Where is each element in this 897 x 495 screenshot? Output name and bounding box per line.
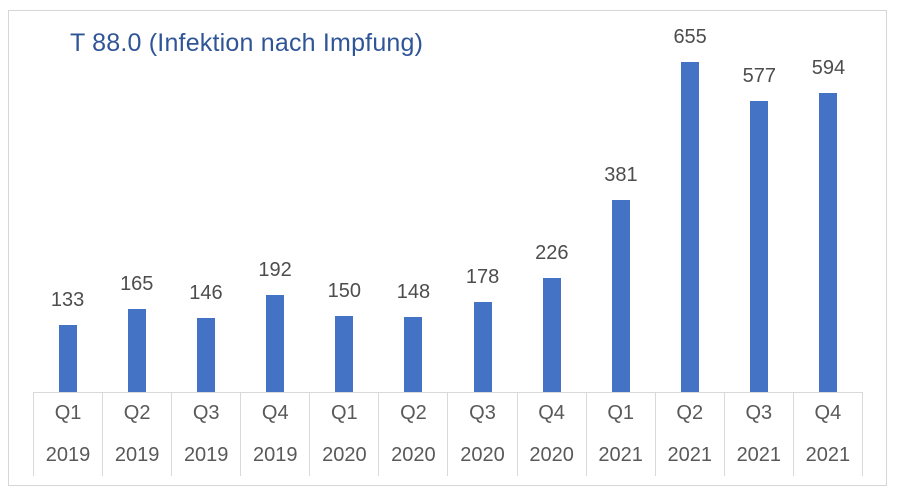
x-axis-year-label: 2021 — [667, 443, 712, 466]
x-axis-cell: Q3 2019 — [171, 393, 240, 476]
bar-value-label: 148 — [396, 281, 431, 303]
x-axis-quarter-label: Q3 — [469, 402, 496, 425]
bar — [335, 316, 354, 392]
chart-frame: T 88.0 (Infektion nach Impfung) 133 165 14… — [8, 10, 887, 486]
bar — [266, 295, 285, 392]
bar-column: 655 — [656, 11, 725, 392]
bar-value-label: 150 — [327, 280, 361, 302]
x-axis-year-label: 2020 — [322, 443, 367, 466]
bar-column: 381 — [586, 11, 655, 392]
x-axis-quarter-label: Q4 — [261, 402, 289, 425]
x-axis-year-label: 2020 — [391, 443, 436, 466]
chart-title: T 88.0 (Infektion nach Impfung) — [70, 29, 424, 57]
bar — [127, 309, 146, 392]
bar — [404, 317, 423, 392]
x-axis-cell: Q3 2021 — [723, 393, 793, 476]
x-axis-cell: Q3 2020 — [447, 393, 516, 476]
x-axis-quarter-label: Q3 — [745, 402, 773, 425]
bar-value-label: 381 — [604, 164, 638, 186]
bar-column: 178 — [448, 11, 517, 392]
x-axis-year-label: 2021 — [736, 443, 782, 466]
bar-value-label: 655 — [673, 26, 707, 48]
bar-value-label: 192 — [258, 259, 292, 281]
x-axis-quarter-label: Q2 — [123, 402, 151, 425]
x-axis-quarter-label: Q1 — [54, 402, 82, 425]
bar-column: 226 — [517, 11, 586, 392]
bar — [196, 318, 215, 392]
x-axis-year-label: 2019 — [183, 443, 229, 466]
plot-area: 133 165 146 192 150 148 178 226 381 655 577 594 — [33, 11, 863, 392]
bar-value-label: 146 — [189, 282, 223, 304]
bar — [611, 200, 630, 392]
x-axis-quarter-label: Q2 — [676, 402, 704, 425]
x-axis-year-label: 2019 — [253, 443, 298, 466]
bar-column: 192 — [241, 11, 310, 392]
x-axis-year-label: 2019 — [45, 443, 91, 466]
x-axis-year-label: 2020 — [529, 443, 574, 466]
bar-value-label: 226 — [535, 242, 569, 264]
x-axis-cell: Q4 2021 — [792, 393, 863, 476]
x-axis-year-label: 2021 — [805, 443, 851, 466]
x-axis-year-label: 2020 — [460, 443, 505, 466]
x-axis-cell: Q1 2021 — [585, 393, 655, 476]
bar-value-label: 577 — [742, 65, 776, 87]
x-axis-quarter-label: Q1 — [607, 402, 634, 425]
bar-column: 148 — [379, 11, 448, 392]
x-axis-quarter-label: Q2 — [400, 402, 427, 425]
bar-column: 594 — [794, 11, 863, 392]
bar-value-label: 133 — [50, 289, 85, 311]
bar — [58, 325, 77, 392]
x-axis-cell: Q1 2020 — [309, 393, 378, 476]
bar — [750, 101, 769, 392]
bar-value-label: 594 — [811, 57, 846, 79]
x-axis: Q1 2019 Q2 2019 Q3 2019 Q4 2019 Q1 2020 Q2 2020 Q3 20… — [33, 392, 863, 476]
x-axis-cell: Q4 2020 — [516, 393, 586, 476]
x-axis-quarter-label: Q4 — [538, 402, 565, 425]
bar-column: 577 — [725, 11, 794, 392]
x-axis-quarter-label: Q3 — [192, 402, 220, 425]
bar-column: 150 — [310, 11, 379, 392]
x-axis-cell: Q2 2019 — [102, 393, 171, 476]
x-axis-quarter-label: Q4 — [814, 402, 842, 425]
bar — [681, 62, 700, 392]
bar — [542, 278, 561, 392]
x-axis-cell: Q2 2021 — [654, 393, 724, 476]
bar-column: 133 — [33, 11, 102, 392]
x-axis-quarter-label: Q1 — [331, 402, 358, 425]
bar — [473, 302, 492, 392]
bar — [819, 93, 838, 392]
bar-value-label: 165 — [120, 273, 154, 295]
bar-column: 165 — [102, 11, 171, 392]
x-axis-year-label: 2019 — [114, 443, 160, 466]
x-axis-year-label: 2021 — [598, 443, 643, 466]
x-axis-cell: Q2 2020 — [378, 393, 447, 476]
bar-column: 146 — [171, 11, 240, 392]
bar-value-label: 178 — [465, 266, 500, 288]
x-axis-cell: Q1 2019 — [33, 393, 102, 476]
x-axis-cell: Q4 2019 — [240, 393, 309, 476]
